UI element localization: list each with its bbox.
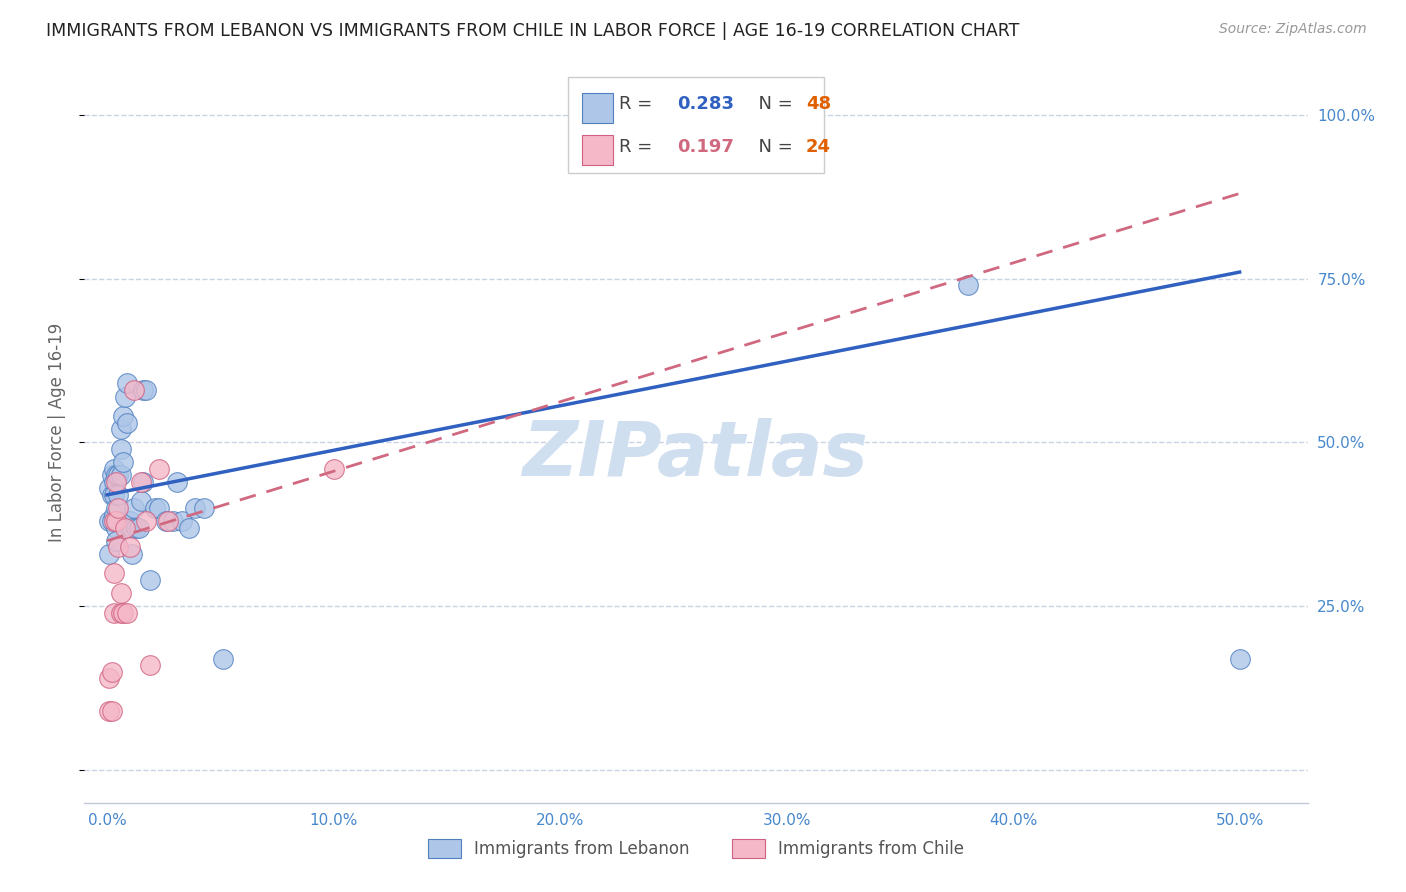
Point: [105, 468, 128, 483]
Point: [162, 514, 184, 528]
Point: [107, 488, 129, 502]
Point: [110, 422, 132, 436]
Point: [98, 547, 121, 561]
Point: [107, 541, 129, 555]
Point: [118, 514, 141, 528]
Point: [132, 383, 155, 397]
Point: [166, 475, 188, 489]
Text: 48: 48: [806, 95, 831, 113]
Point: [193, 500, 215, 515]
Point: [103, 508, 125, 522]
Point: [122, 500, 145, 515]
Legend: Immigrants from Lebanon, Immigrants from Chile: Immigrants from Lebanon, Immigrants from…: [420, 832, 972, 865]
Point: [956, 278, 979, 293]
Point: [103, 514, 125, 528]
Point: [111, 455, 134, 469]
Text: 24: 24: [806, 137, 831, 155]
Point: [105, 521, 128, 535]
Point: [114, 521, 136, 535]
Y-axis label: In Labor Force | Age 16-19: In Labor Force | Age 16-19: [48, 323, 66, 542]
Point: [139, 658, 162, 673]
Point: [143, 500, 166, 515]
Point: [103, 606, 125, 620]
Point: [114, 390, 136, 404]
FancyBboxPatch shape: [582, 93, 613, 123]
Point: [98, 481, 121, 495]
Point: [170, 514, 193, 528]
Point: [98, 704, 121, 718]
Point: [128, 521, 150, 535]
Point: [117, 376, 139, 391]
Point: [157, 514, 180, 528]
Text: R =: R =: [619, 137, 658, 155]
Text: N =: N =: [748, 95, 799, 113]
Text: R =: R =: [619, 95, 658, 113]
Point: [184, 500, 207, 515]
Point: [98, 671, 121, 685]
Point: [117, 416, 139, 430]
Point: [103, 566, 125, 581]
Text: 0.283: 0.283: [678, 95, 734, 113]
Text: ZIPatlas: ZIPatlas: [523, 417, 869, 491]
Point: [107, 468, 129, 483]
Point: [110, 586, 132, 600]
Point: [105, 533, 128, 548]
Text: N =: N =: [748, 137, 799, 155]
Point: [148, 500, 170, 515]
Point: [122, 383, 145, 397]
Point: [98, 514, 121, 528]
Point: [129, 494, 152, 508]
Text: Source: ZipAtlas.com: Source: ZipAtlas.com: [1219, 22, 1367, 37]
Point: [148, 461, 170, 475]
Point: [111, 409, 134, 424]
Point: [100, 468, 122, 483]
Point: [135, 383, 157, 397]
Point: [107, 500, 129, 515]
Point: [100, 514, 122, 528]
Point: [100, 488, 122, 502]
Point: [1229, 651, 1251, 665]
Point: [103, 488, 125, 502]
Point: [110, 468, 132, 483]
Point: [121, 547, 143, 561]
Point: [117, 606, 139, 620]
Text: IMMIGRANTS FROM LEBANON VS IMMIGRANTS FROM CHILE IN LABOR FORCE | AGE 16-19 CORR: IMMIGRANTS FROM LEBANON VS IMMIGRANTS FR…: [46, 22, 1019, 40]
Point: [118, 541, 141, 555]
Point: [132, 475, 155, 489]
Point: [100, 665, 122, 679]
Point: [105, 514, 128, 528]
Point: [155, 514, 177, 528]
Text: 0.197: 0.197: [678, 137, 734, 155]
Point: [110, 442, 132, 456]
Point: [121, 521, 143, 535]
Point: [322, 461, 344, 475]
Point: [103, 475, 125, 489]
FancyBboxPatch shape: [582, 136, 613, 165]
Point: [100, 704, 122, 718]
Point: [107, 514, 129, 528]
Point: [105, 500, 128, 515]
Point: [135, 514, 157, 528]
FancyBboxPatch shape: [568, 78, 824, 173]
Point: [111, 606, 134, 620]
Point: [129, 475, 152, 489]
Point: [105, 475, 128, 489]
Point: [177, 521, 200, 535]
Point: [125, 521, 148, 535]
Point: [139, 573, 162, 587]
Point: [103, 461, 125, 475]
Point: [211, 651, 233, 665]
Point: [110, 606, 132, 620]
